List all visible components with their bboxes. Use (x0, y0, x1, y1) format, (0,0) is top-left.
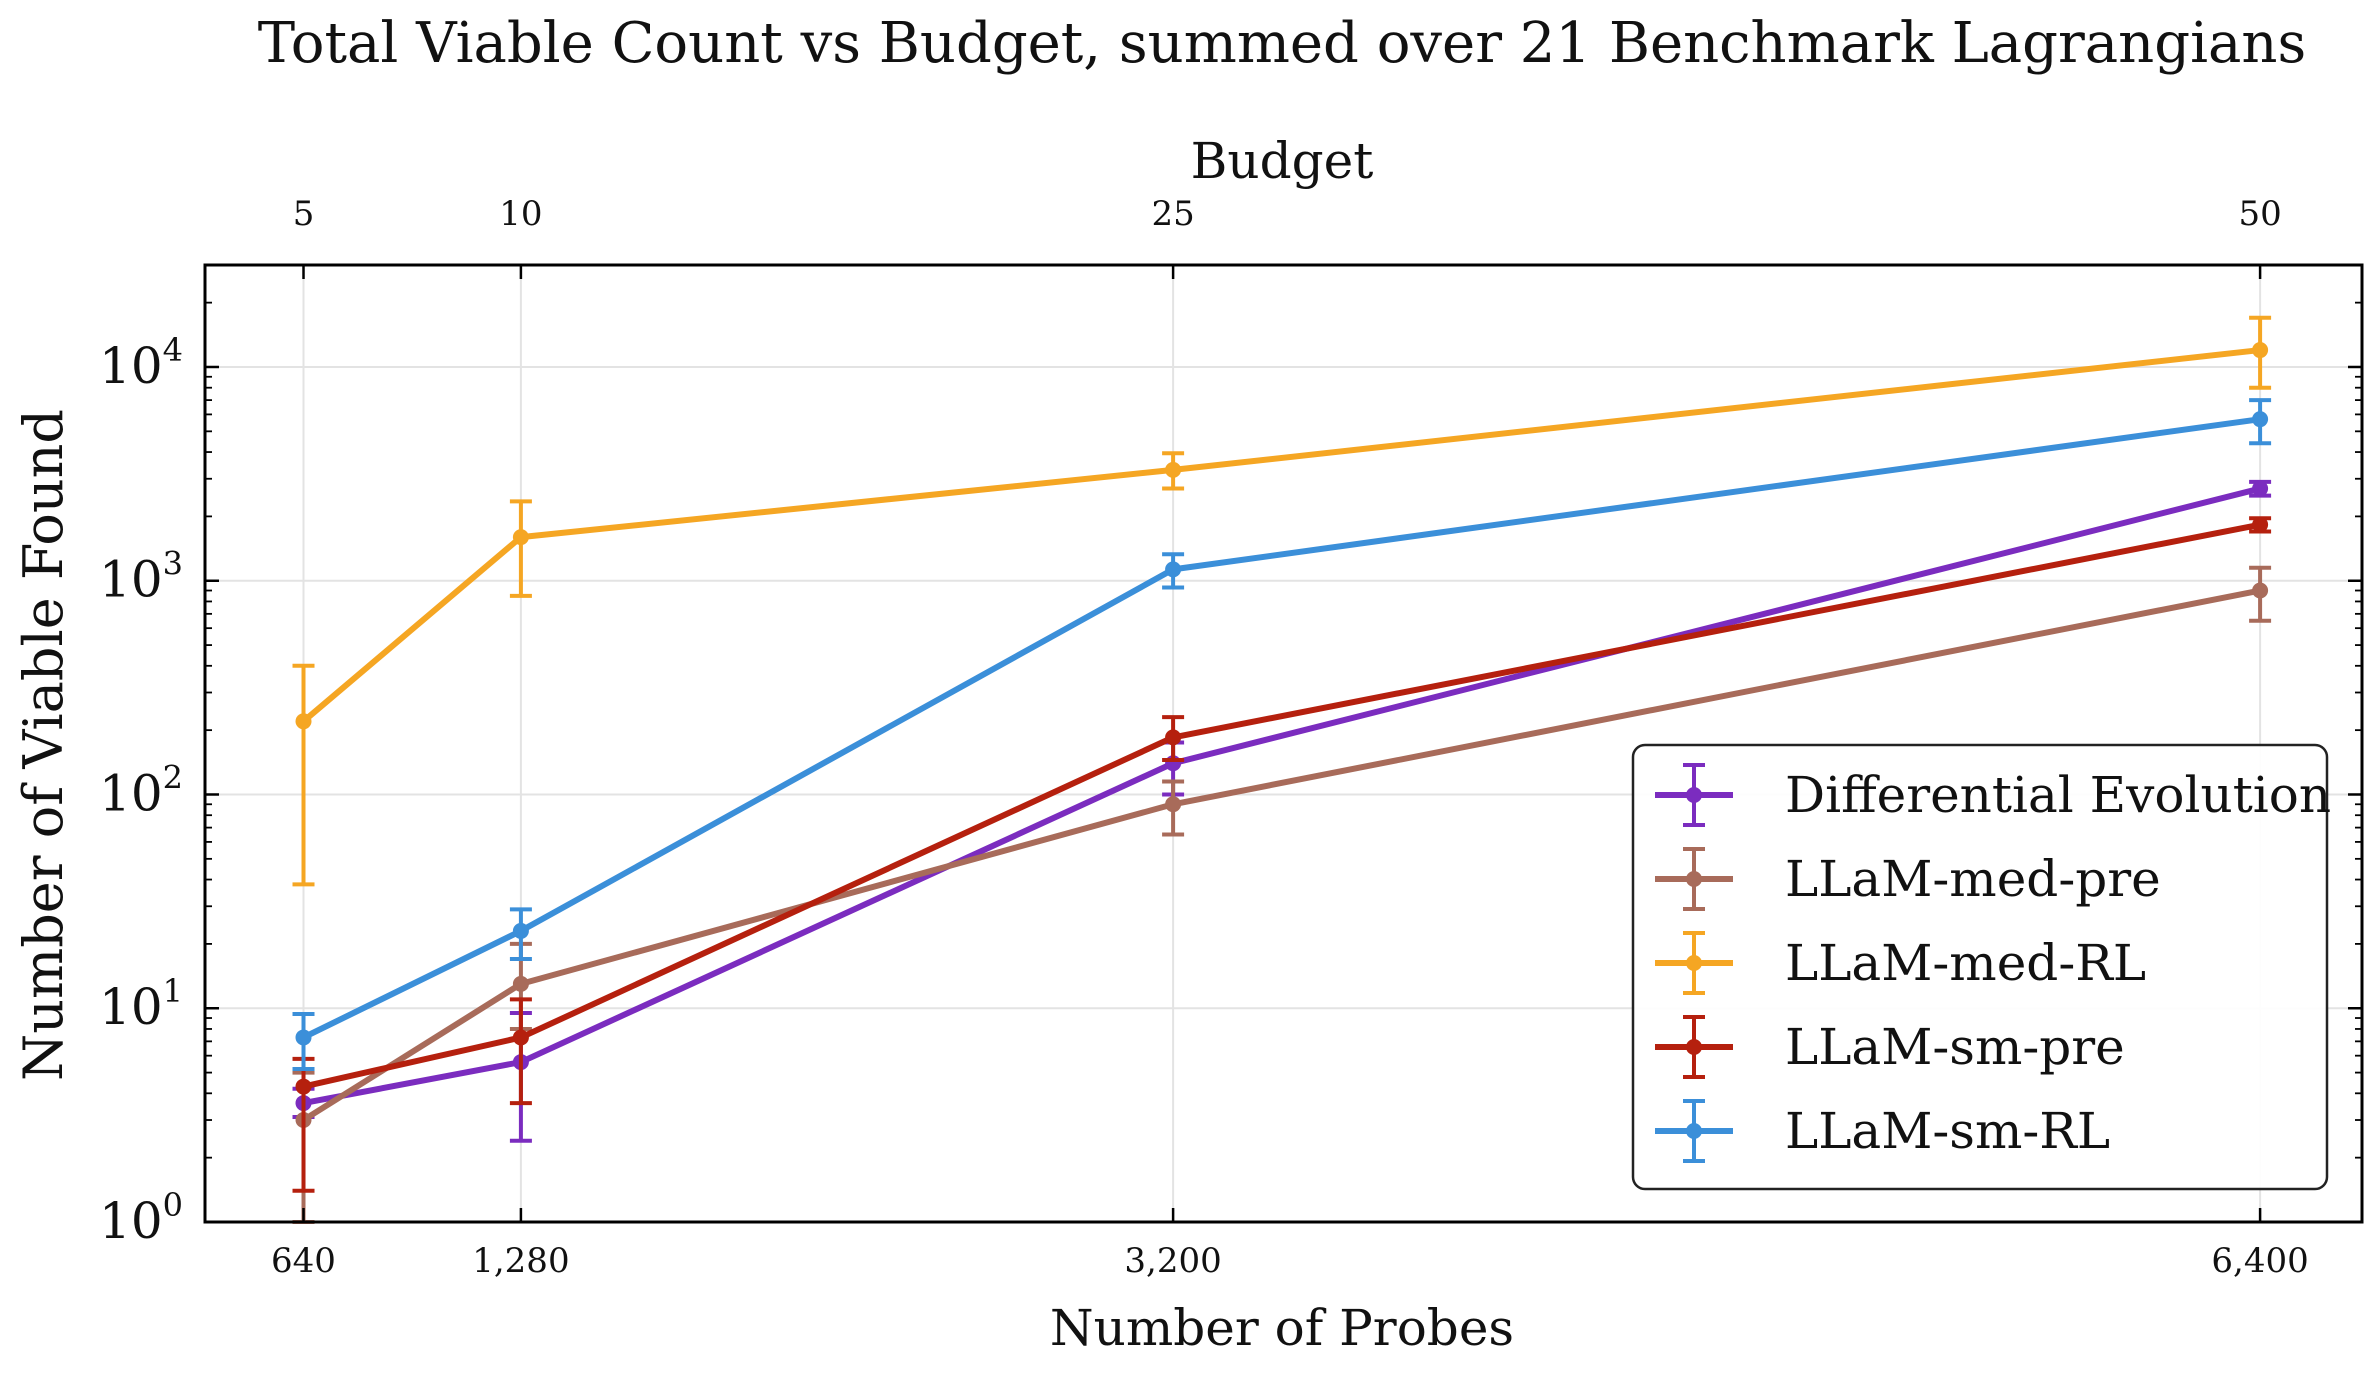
data-point (1165, 796, 1182, 813)
data-point (512, 1029, 529, 1046)
data-point (295, 1078, 312, 1095)
secondary-x-tick-label: 5 (293, 194, 315, 234)
series-layer (292, 315, 2272, 1224)
legend-entry: Differential Evolution (1655, 763, 2331, 827)
data-point (512, 922, 529, 939)
data-point (512, 529, 529, 546)
data-point (1165, 729, 1182, 746)
secondary-x-tick-label: 50 (2238, 194, 2281, 234)
data-point (2252, 342, 2269, 359)
legend-marker (1686, 787, 1702, 803)
legend-label: LLaM-sm-RL (1785, 1102, 2110, 1160)
data-point (2252, 480, 2269, 497)
legend-marker (1686, 871, 1702, 887)
legend-label: LLaM-med-pre (1785, 850, 2161, 908)
data-point (295, 1029, 312, 1046)
data-point (2252, 582, 2269, 599)
legend-box (1631, 743, 2329, 1191)
x-tick-label: 640 (271, 1241, 336, 1281)
legend-marker (1686, 955, 1702, 971)
ticks: 640 5 1,280 10 3,200 25 6,400 50 100 101 102 103 104 (99, 194, 2362, 1281)
legend-label: LLaM-sm-pre (1785, 1018, 2125, 1076)
legend-entry: LLaM-sm-pre (1655, 1015, 2125, 1079)
axes-frame (203, 263, 2364, 1224)
y-tick-label: 102 (99, 758, 183, 822)
series-line (301, 347, 2261, 724)
y-tick-label: 103 (99, 545, 183, 609)
legend-entry: LLaM-med-pre (1655, 847, 2161, 911)
series-line (301, 587, 2261, 1123)
series-line (302, 485, 2261, 1107)
x-tick-label: 6,400 (2211, 1241, 2308, 1281)
plot-frame (203, 263, 2364, 1224)
secondary-x-axis-label: Budget (1191, 132, 1374, 190)
legend-marker (1686, 1123, 1702, 1139)
chart-title: Total Viable Count vs Budget, summed ove… (258, 11, 2306, 76)
data-point (1165, 561, 1182, 578)
series-llam-sm-rl (292, 398, 2272, 1071)
secondary-x-tick-label: 10 (499, 194, 542, 234)
data-point (512, 975, 529, 992)
x-tick-label: 3,200 (1124, 1241, 1221, 1281)
data-point (295, 713, 312, 730)
x-axis-label: Number of Probes (1050, 1299, 1514, 1357)
series-llam-med-rl (292, 315, 2272, 887)
legend-entry: LLaM-med-RL (1655, 931, 2146, 995)
data-point (2252, 516, 2269, 533)
series-line (302, 521, 2261, 1090)
series-line (302, 416, 2261, 1041)
y-tick-label: 100 (99, 1186, 183, 1250)
y-axis-label: Number of Viable Found (12, 409, 75, 1081)
legend-label: LLaM-med-RL (1785, 934, 2146, 992)
legend-entry: LLaM-sm-RL (1655, 1099, 2110, 1163)
y-tick-label: 104 (99, 331, 183, 395)
series-llam-sm-pre (292, 516, 2272, 1193)
data-point (1165, 461, 1182, 478)
legend-marker (1686, 1039, 1702, 1055)
legend-label: Differential Evolution (1785, 766, 2331, 824)
secondary-x-tick-label: 25 (1151, 194, 1194, 234)
data-point (2252, 411, 2269, 428)
x-tick-label: 1,280 (472, 1241, 569, 1281)
y-tick-label: 101 (99, 972, 183, 1036)
legend: Differential Evolution LLaM-med-pre LLaM-m… (1631, 743, 2331, 1191)
